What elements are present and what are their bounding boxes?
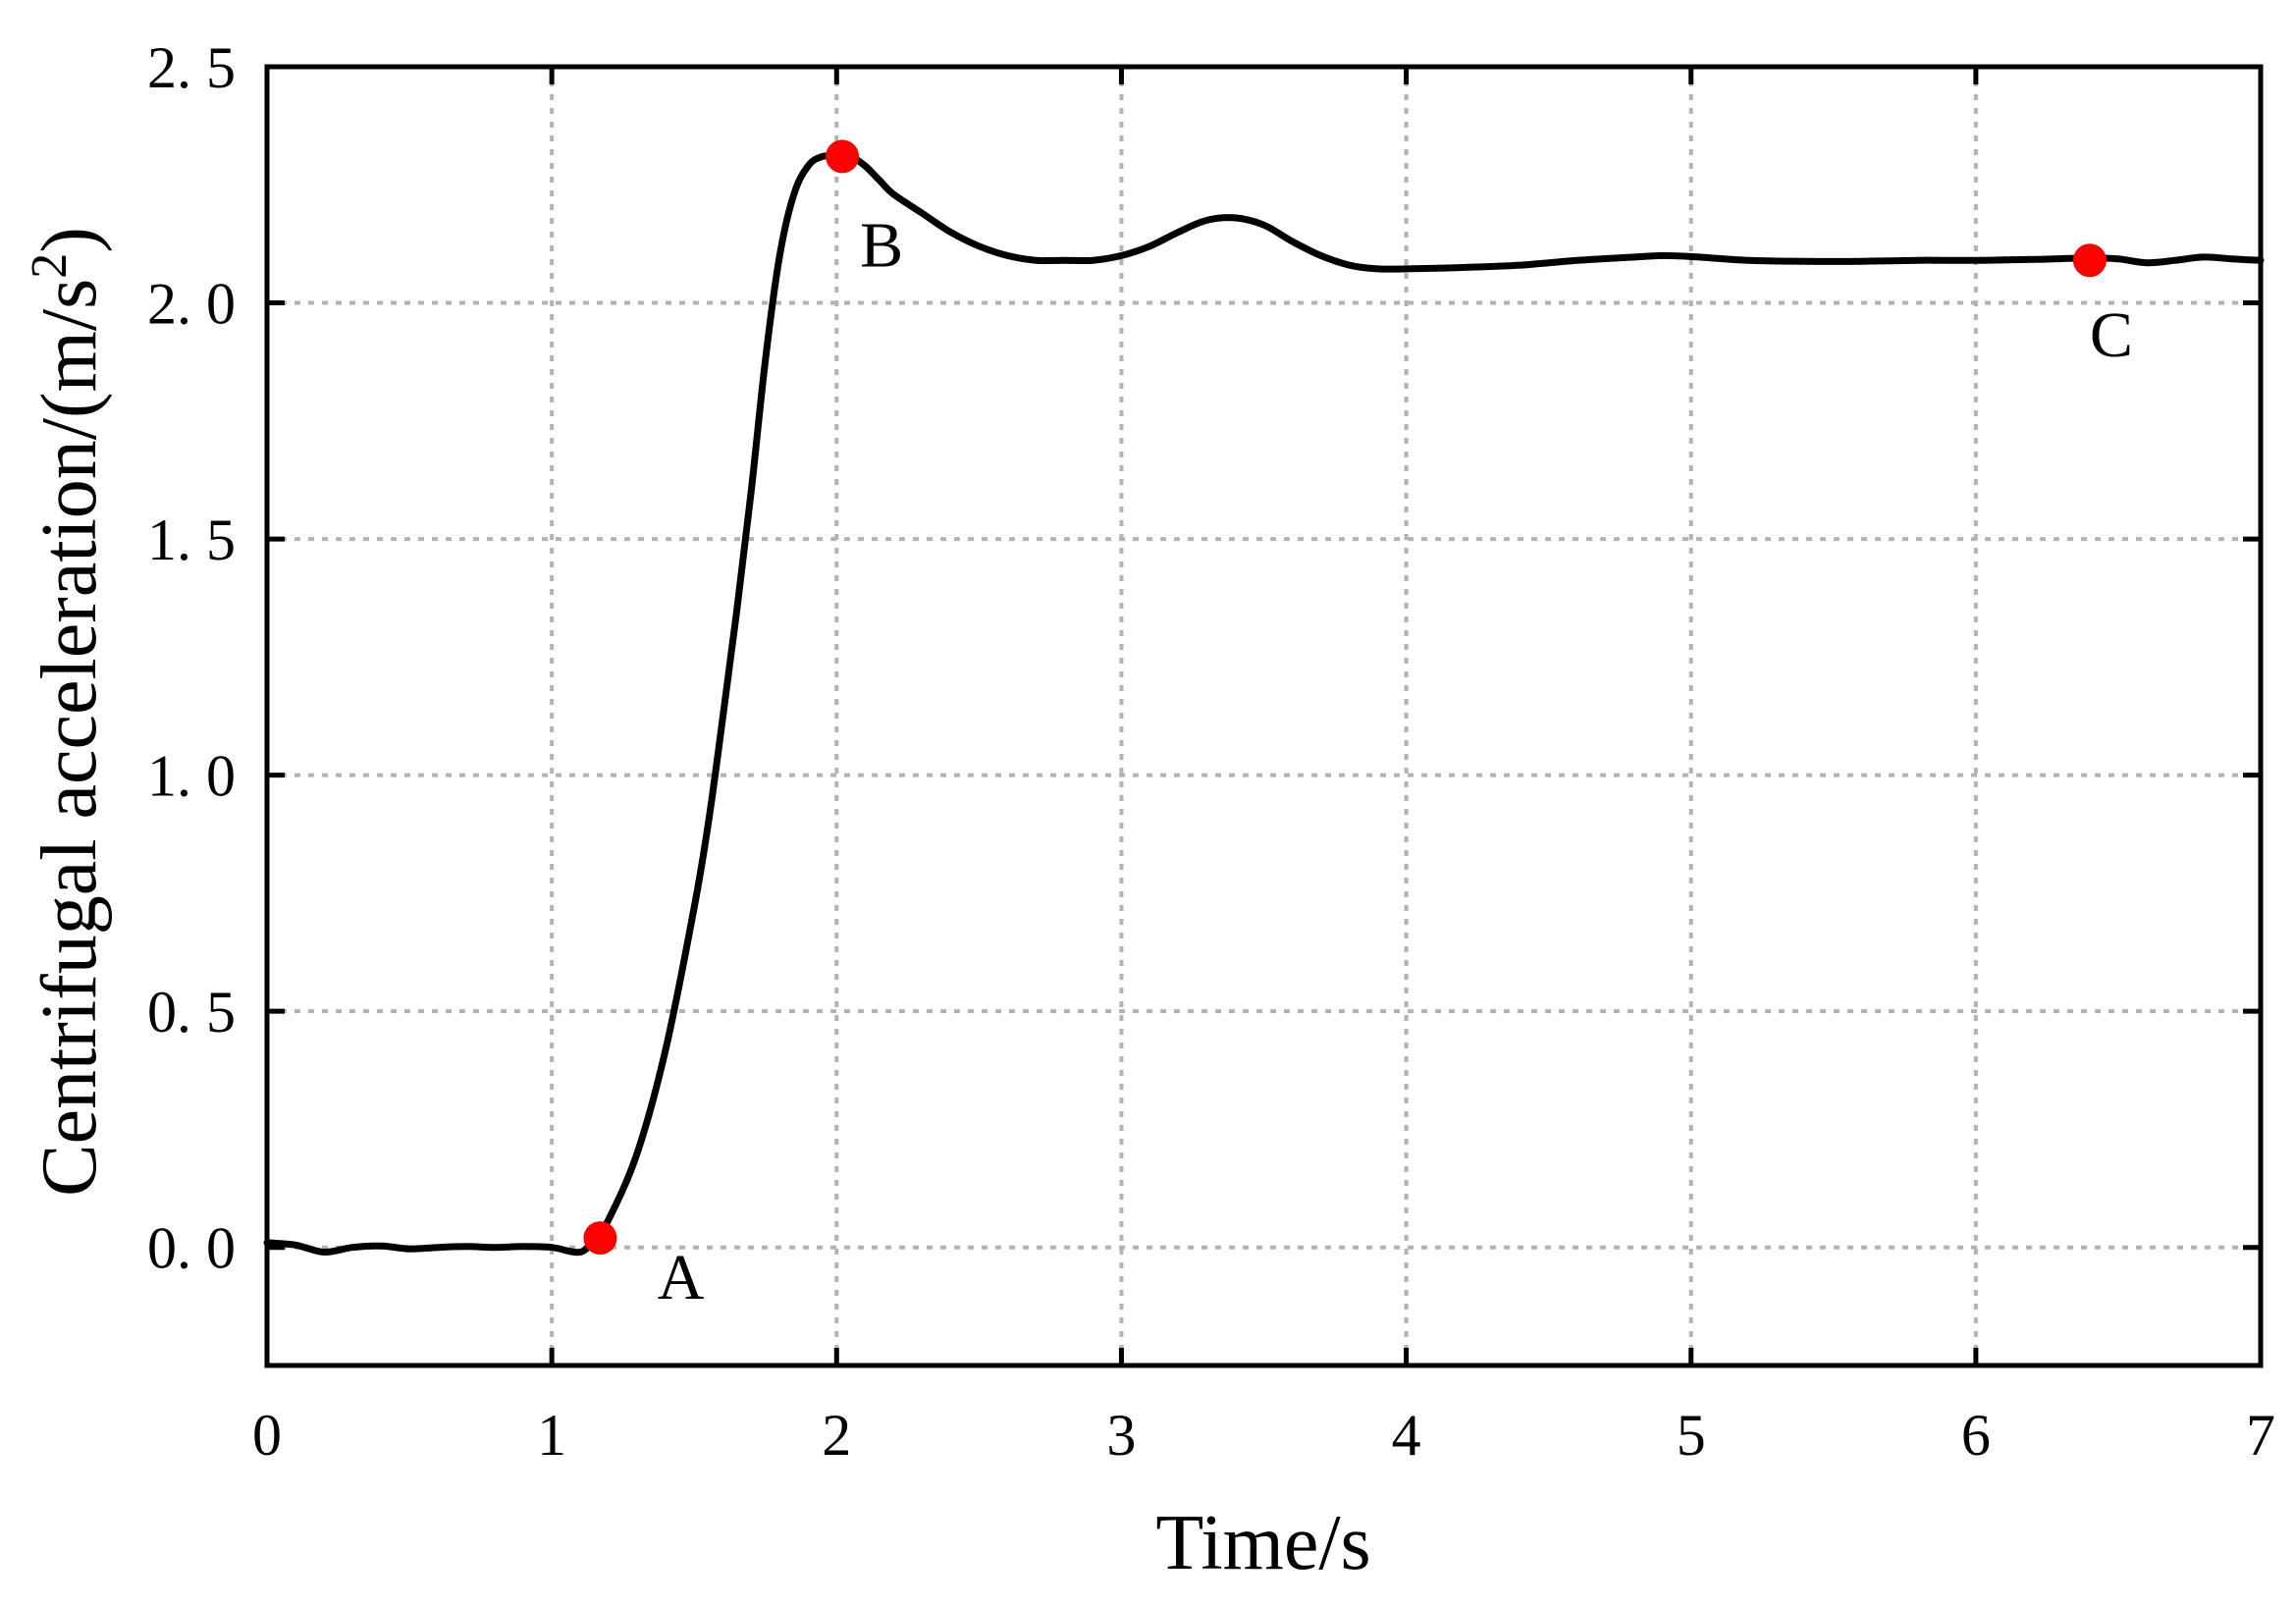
point-label-b: B (860, 209, 903, 281)
y-tick-label: 1. 0 (147, 744, 236, 809)
x-tick-labels: 0 1 2 3 4 5 6 7 (252, 1403, 2275, 1468)
point-marker-a (583, 1221, 617, 1256)
plot-frame (264, 64, 2264, 1368)
x-tick-label: 1 (537, 1403, 566, 1468)
y-tick-label: 1. 5 (147, 508, 236, 572)
x-axis-label: Time/s (1155, 1500, 1370, 1586)
x-tick-label: 3 (1106, 1403, 1136, 1468)
x-tick-label: 5 (1677, 1403, 1706, 1468)
x-tick-label: 4 (1392, 1403, 1421, 1468)
y-tick-label: 0. 0 (147, 1216, 236, 1281)
point-marker-b (826, 139, 860, 174)
y-tick-label: 2. 0 (147, 272, 236, 337)
y-axis-label-superscript: 2 (22, 253, 78, 279)
series-layer (263, 152, 2265, 1257)
point-markers: A B C (583, 139, 2133, 1313)
y-tick-labels: 0. 0 0. 5 1. 0 1. 5 2. 0 2. 5 (147, 35, 236, 1281)
y-axis-label-close: ) (27, 227, 113, 253)
point-label-c: C (2090, 299, 2133, 371)
y-axis-label: Centrifugal acceleration/(m/s2) (22, 227, 113, 1197)
point-marker-c (2072, 243, 2107, 278)
y-tick-label: 0. 5 (147, 980, 236, 1044)
point-label-a: A (658, 1242, 705, 1313)
x-tick-label: 6 (1961, 1403, 1991, 1468)
y-axis-label-main: Centrifugal acceleration/(m/s (27, 279, 113, 1197)
x-tick-label: 2 (822, 1403, 851, 1468)
acceleration-line (263, 152, 2265, 1257)
x-tick-label: 7 (2246, 1403, 2275, 1468)
x-tick-label: 0 (252, 1403, 282, 1468)
y-tick-label: 2. 5 (147, 35, 236, 100)
